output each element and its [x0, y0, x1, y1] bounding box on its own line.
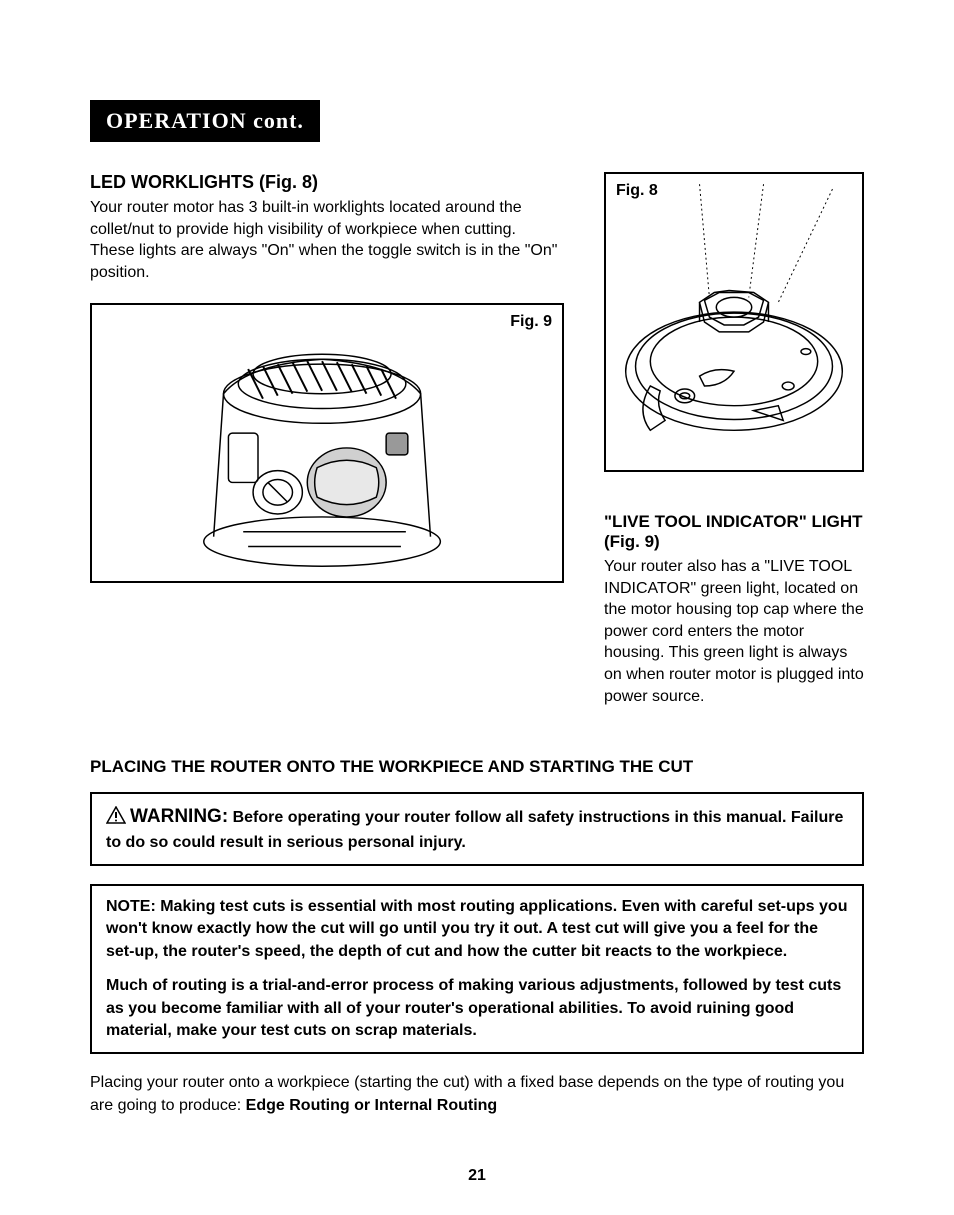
warning-icon — [106, 806, 126, 831]
figure-8-label: Fig. 8 — [616, 182, 658, 200]
led-heading: LED WORKLIGHTS (Fig. 8) — [90, 172, 564, 193]
live-tool-body: Your router also has a "LIVE TOOL INDICA… — [604, 556, 864, 707]
warning-text: WARNING: Before operating your router fo… — [106, 804, 848, 854]
warning-box: WARNING: Before operating your router fo… — [90, 792, 864, 866]
footer-text-bold: Edge Routing or Internal Routing — [246, 1097, 498, 1114]
page-number: 21 — [0, 1167, 954, 1185]
warning-label: WARNING: — [130, 806, 228, 827]
footer-paragraph: Placing your router onto a workpiece (st… — [90, 1072, 864, 1117]
figure-8-box: Fig. 8 — [604, 172, 864, 472]
led-body: Your router motor has 3 built-in worklig… — [90, 197, 564, 283]
note-p1: NOTE: Making test cuts is essential with… — [106, 896, 848, 963]
figure-9-box: Fig. 9 — [90, 303, 564, 583]
upper-columns: LED WORKLIGHTS (Fig. 8) Your router moto… — [90, 172, 864, 707]
section-tab: OPERATION cont. — [90, 100, 320, 142]
collet-illustration — [606, 174, 862, 470]
router-motor-illustration — [92, 305, 562, 581]
figure-9-label: Fig. 9 — [510, 313, 552, 331]
manual-page: OPERATION cont. LED WORKLIGHTS (Fig. 8) … — [0, 0, 954, 1157]
placing-heading: PLACING THE ROUTER ONTO THE WORKPIECE AN… — [90, 757, 864, 777]
note-box: NOTE: Making test cuts is essential with… — [90, 884, 864, 1054]
live-tool-heading: "LIVE TOOL INDICATOR" LIGHT (Fig. 9) — [604, 512, 864, 552]
right-column: Fig. 8 — [604, 172, 864, 707]
note-p2: Much of routing is a trial-and-error pro… — [106, 975, 848, 1042]
left-column: LED WORKLIGHTS (Fig. 8) Your router moto… — [90, 172, 564, 707]
live-tool-section: "LIVE TOOL INDICATOR" LIGHT (Fig. 9) You… — [604, 512, 864, 707]
